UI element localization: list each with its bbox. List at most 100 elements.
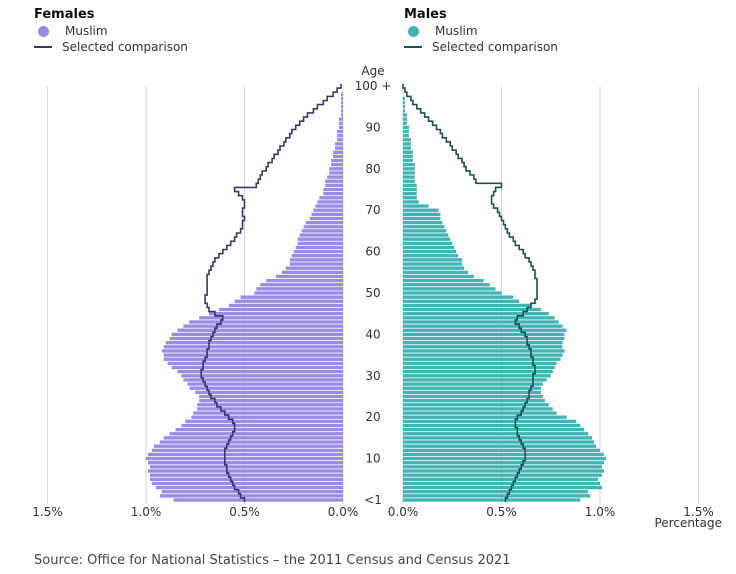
male-bar — [403, 278, 484, 283]
female-bar — [177, 328, 343, 332]
male-bar — [403, 287, 496, 291]
female-comparison-line — [200, 83, 342, 503]
male-bar — [403, 270, 469, 274]
male-bar — [403, 469, 604, 473]
male-bar — [403, 374, 551, 378]
male-bar — [403, 336, 565, 341]
male-bar — [403, 307, 541, 312]
male-bar — [403, 129, 409, 134]
male-bar — [403, 196, 417, 200]
female-bar — [341, 105, 343, 109]
female-bar — [171, 365, 343, 370]
male-legend-title: Males — [404, 7, 447, 22]
male-bar — [403, 452, 604, 457]
female-bar — [191, 415, 343, 419]
female-bar — [183, 378, 343, 382]
male-bar — [403, 179, 415, 183]
female-bar — [299, 233, 343, 237]
female-bar — [167, 361, 343, 366]
male-bar — [403, 444, 597, 448]
female-bar — [329, 167, 343, 171]
female-bar — [289, 262, 343, 266]
male-bars — [403, 96, 606, 502]
female-legend-series[interactable]: Muslim — [34, 24, 188, 38]
female-bar — [260, 283, 343, 287]
female-bar — [341, 100, 343, 105]
female-bar — [323, 187, 343, 192]
female-bar — [341, 92, 343, 96]
female-bar — [183, 324, 343, 328]
male-bar — [403, 382, 543, 386]
female-bar — [234, 299, 343, 303]
female-bar — [319, 196, 343, 200]
female-bar — [337, 134, 343, 138]
male-bar — [403, 266, 465, 270]
male-bar — [403, 312, 549, 316]
male-legend: Males Muslim Selected comparison — [404, 7, 558, 54]
female-legend-comparison[interactable]: Selected comparison — [34, 40, 188, 54]
male-bar — [403, 456, 606, 461]
male-legend-comparison-label: Selected comparison — [432, 40, 558, 54]
male-bar — [403, 150, 413, 154]
male-bar — [403, 187, 417, 192]
male-bar — [403, 249, 457, 254]
female-bar — [291, 254, 343, 258]
y-tick-label: 60 — [365, 245, 380, 259]
female-bar — [163, 436, 343, 440]
male-x-tick-label: 1.5% — [683, 505, 714, 519]
male-bar — [403, 134, 409, 138]
female-bar — [163, 345, 343, 349]
male-bar — [403, 461, 604, 465]
female-bars — [146, 92, 343, 502]
female-bar — [311, 212, 343, 217]
male-bar — [403, 477, 599, 481]
male-bar — [403, 440, 595, 444]
female-bar — [151, 481, 343, 486]
male-bar — [403, 324, 563, 328]
male-bar — [403, 419, 577, 424]
y-tick-label: <1 — [364, 493, 382, 507]
male-bar — [403, 241, 453, 245]
female-bar — [199, 316, 343, 320]
female-bar — [315, 204, 343, 208]
female-x-tick-label: 1.0% — [131, 505, 162, 519]
female-bar — [335, 142, 343, 146]
male-bar — [403, 341, 563, 345]
female-bar — [173, 498, 343, 502]
female-bar — [285, 266, 343, 270]
female-legend-comparison-label: Selected comparison — [62, 40, 188, 54]
male-x-tick-label: 0.0% — [388, 505, 419, 519]
female-x-tick-label: 1.5% — [32, 505, 63, 519]
female-legend: Females Muslim Selected comparison — [34, 7, 188, 54]
female-bar — [149, 465, 343, 469]
female-bar — [195, 390, 343, 395]
male-legend-series-label: Muslim — [435, 24, 478, 38]
female-bar — [333, 154, 343, 159]
female-bar — [161, 490, 343, 494]
male-bar — [403, 262, 463, 266]
male-bar — [403, 407, 553, 411]
female-bar — [266, 278, 343, 283]
male-bar — [403, 353, 563, 357]
female-legend-series-label: Muslim — [65, 24, 108, 38]
male-bar — [403, 481, 600, 486]
female-bar — [276, 274, 343, 279]
male-legend-comparison[interactable]: Selected comparison — [404, 40, 558, 54]
female-bar — [329, 171, 343, 175]
female-bar — [337, 138, 343, 142]
male-bar — [403, 96, 405, 101]
female-bar — [159, 494, 343, 498]
female-bar — [147, 452, 343, 457]
male-bar — [403, 162, 415, 167]
male-bar — [403, 154, 413, 159]
male-bar — [403, 237, 451, 241]
male-legend-series[interactable]: Muslim — [404, 24, 558, 38]
male-bar — [403, 398, 545, 403]
female-bar — [149, 473, 343, 477]
male-bar — [403, 216, 441, 221]
female-bar — [305, 220, 343, 225]
female-x-tick-label: 0.5% — [229, 505, 260, 519]
female-bar — [149, 477, 343, 481]
male-bar — [403, 357, 561, 361]
female-bar — [159, 440, 343, 444]
